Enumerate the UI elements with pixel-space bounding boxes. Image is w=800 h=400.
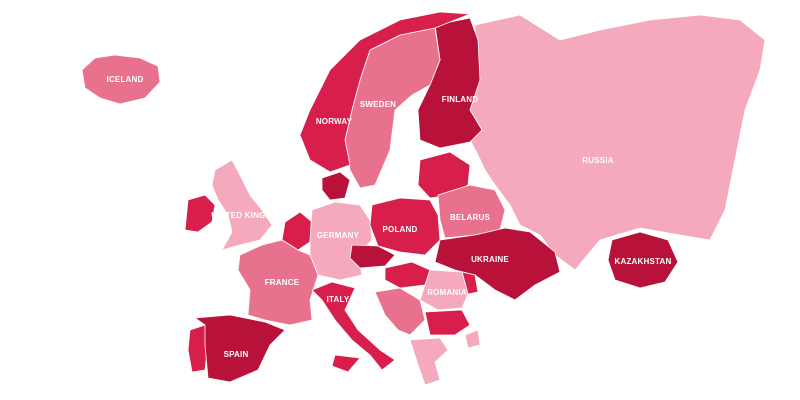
label-uk-line1: UNITED KINGDOM [211, 211, 285, 220]
country-hungary[interactable] [384, 261, 431, 289]
label-finland: FINLAND [442, 95, 479, 104]
label-iceland: ICELAND [107, 75, 144, 84]
country-italy[interactable] [311, 281, 396, 373]
label-france: FRANCE [265, 278, 300, 287]
country-united-kingdom[interactable] [211, 159, 273, 251]
country-greece[interactable] [409, 337, 449, 386]
country-norway[interactable] [299, 11, 471, 173]
country-spain[interactable] [194, 314, 286, 383]
label-poland: POLAND [383, 225, 418, 234]
label-germany: GERMANY [317, 231, 360, 240]
country-france[interactable] [237, 239, 319, 326]
country-ukraine[interactable] [434, 227, 561, 301]
label-ukraine: UKRAINE [471, 255, 509, 264]
country-czechia[interactable] [349, 244, 396, 269]
country-bulgaria[interactable] [424, 309, 471, 336]
country-balkans[interactable] [374, 287, 426, 336]
country-denmark[interactable] [321, 171, 351, 201]
label-belarus: BELARUS [450, 213, 491, 222]
label-norway: NORWAY [316, 117, 353, 126]
country-turkey-edge[interactable] [464, 329, 481, 349]
country-iceland[interactable] [81, 54, 161, 105]
label-united-kingdom: UNITED KINGDOM [211, 211, 285, 220]
country-poland[interactable] [369, 197, 441, 256]
country-ireland[interactable] [184, 194, 216, 233]
label-kazakhstan: KAZAKHSTAN [615, 257, 672, 266]
country-kazakhstan[interactable] [607, 231, 679, 289]
label-italy: ITALY [327, 295, 350, 304]
label-spain: SPAIN [224, 350, 249, 359]
label-russia: RUSSIA [582, 156, 613, 165]
country-romania[interactable] [419, 269, 469, 311]
country-germany[interactable] [309, 201, 373, 281]
label-romania: ROMANIA [427, 288, 467, 297]
label-sweden: SWEDEN [360, 100, 396, 109]
